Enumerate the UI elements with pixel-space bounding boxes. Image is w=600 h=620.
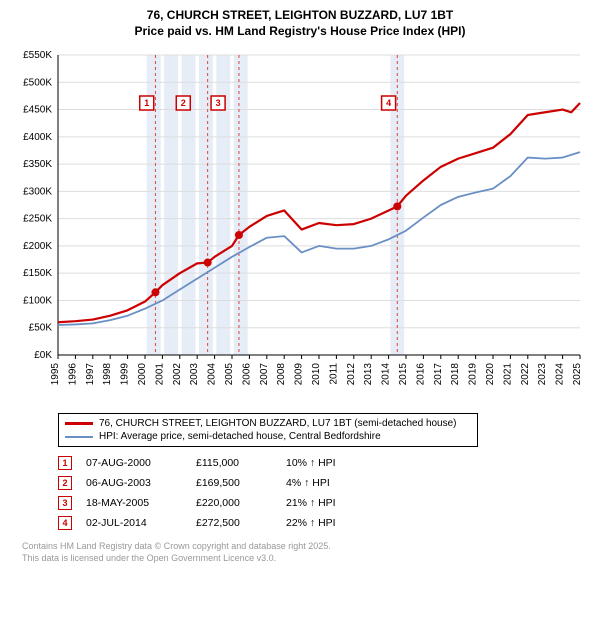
page-title-2: Price paid vs. HM Land Registry's House … bbox=[10, 24, 590, 40]
svg-text:2008: 2008 bbox=[276, 363, 287, 386]
svg-text:2005: 2005 bbox=[224, 363, 235, 386]
svg-text:£400K: £400K bbox=[23, 132, 52, 143]
marker-pct: 4% ↑ HPI bbox=[286, 477, 376, 489]
svg-text:2000: 2000 bbox=[137, 363, 148, 386]
legend-label: HPI: Average price, semi-detached house,… bbox=[99, 431, 381, 442]
svg-text:2023: 2023 bbox=[537, 363, 548, 386]
marker-number-box: 4 bbox=[58, 516, 72, 530]
svg-text:2006: 2006 bbox=[241, 363, 252, 386]
svg-text:3: 3 bbox=[216, 98, 221, 108]
svg-text:2007: 2007 bbox=[259, 363, 270, 386]
chart-svg: £0K £50K £100K £150K £200K £250K £300K £350K £40… bbox=[10, 45, 590, 405]
svg-text:2021: 2021 bbox=[502, 363, 513, 386]
svg-text:1996: 1996 bbox=[67, 363, 78, 386]
footer: Contains HM Land Registry data © Crown c… bbox=[22, 541, 590, 564]
legend-row: 76, CHURCH STREET, LEIGHTON BUZZARD, LU7… bbox=[65, 417, 471, 430]
svg-text:2013: 2013 bbox=[363, 363, 374, 386]
legend: 76, CHURCH STREET, LEIGHTON BUZZARD, LU7… bbox=[58, 413, 478, 447]
legend-swatch bbox=[65, 422, 93, 425]
svg-text:£200K: £200K bbox=[23, 241, 52, 252]
price-chart: £0K £50K £100K £150K £200K £250K £300K £350K £40… bbox=[10, 45, 590, 405]
svg-text:2014: 2014 bbox=[381, 363, 392, 386]
svg-text:4: 4 bbox=[386, 98, 391, 108]
svg-text:£50K: £50K bbox=[29, 323, 53, 334]
legend-swatch bbox=[65, 436, 93, 438]
marker-date: 18-MAY-2005 bbox=[86, 497, 196, 509]
svg-text:2016: 2016 bbox=[415, 363, 426, 386]
svg-text:2012: 2012 bbox=[346, 363, 357, 386]
svg-text:2015: 2015 bbox=[398, 363, 409, 386]
marker-price: £272,500 bbox=[196, 517, 286, 529]
svg-text:£550K: £550K bbox=[23, 50, 52, 61]
svg-text:2022: 2022 bbox=[520, 363, 531, 386]
svg-text:2017: 2017 bbox=[433, 363, 444, 386]
svg-text:2009: 2009 bbox=[294, 363, 305, 386]
svg-text:1997: 1997 bbox=[85, 363, 96, 386]
svg-text:2025: 2025 bbox=[572, 363, 583, 386]
svg-text:2020: 2020 bbox=[485, 363, 496, 386]
svg-text:2: 2 bbox=[181, 98, 186, 108]
marker-number-box: 2 bbox=[58, 476, 72, 490]
svg-text:£500K: £500K bbox=[23, 77, 52, 88]
marker-pct: 21% ↑ HPI bbox=[286, 497, 376, 509]
svg-text:1: 1 bbox=[144, 98, 149, 108]
marker-date: 06-AUG-2003 bbox=[86, 477, 196, 489]
svg-text:1998: 1998 bbox=[102, 363, 113, 386]
svg-text:£350K: £350K bbox=[23, 159, 52, 170]
marker-row: 1 07-AUG-2000£115,00010% ↑ HPI bbox=[58, 453, 590, 473]
svg-text:2019: 2019 bbox=[468, 363, 479, 386]
marker-number-box: 1 bbox=[58, 456, 72, 470]
svg-text:£450K: £450K bbox=[23, 105, 52, 116]
svg-text:2010: 2010 bbox=[311, 363, 322, 386]
svg-text:2003: 2003 bbox=[189, 363, 200, 386]
marker-date: 02-JUL-2014 bbox=[86, 517, 196, 529]
marker-price: £220,000 bbox=[196, 497, 286, 509]
marker-row: 4 02-JUL-2014£272,50022% ↑ HPI bbox=[58, 513, 590, 533]
svg-text:£0K: £0K bbox=[34, 350, 52, 361]
svg-text:1999: 1999 bbox=[120, 363, 131, 386]
marker-table: 1 07-AUG-2000£115,00010% ↑ HPI 2 06-AUG-200… bbox=[58, 453, 590, 533]
marker-row: 2 06-AUG-2003£169,5004% ↑ HPI bbox=[58, 473, 590, 493]
marker-row: 3 18-MAY-2005£220,00021% ↑ HPI bbox=[58, 493, 590, 513]
svg-text:2024: 2024 bbox=[555, 363, 566, 386]
svg-text:£150K: £150K bbox=[23, 268, 52, 279]
svg-text:2018: 2018 bbox=[450, 363, 461, 386]
legend-label: 76, CHURCH STREET, LEIGHTON BUZZARD, LU7… bbox=[99, 418, 457, 429]
svg-text:1995: 1995 bbox=[50, 363, 61, 386]
marker-price: £115,000 bbox=[196, 457, 286, 469]
svg-text:2002: 2002 bbox=[172, 363, 183, 386]
footer-line-1: Contains HM Land Registry data © Crown c… bbox=[22, 541, 590, 553]
svg-text:2001: 2001 bbox=[154, 363, 165, 386]
svg-text:2011: 2011 bbox=[328, 363, 339, 385]
marker-price: £169,500 bbox=[196, 477, 286, 489]
svg-text:£100K: £100K bbox=[23, 296, 52, 307]
svg-text:£250K: £250K bbox=[23, 214, 52, 225]
marker-date: 07-AUG-2000 bbox=[86, 457, 196, 469]
marker-pct: 10% ↑ HPI bbox=[286, 457, 376, 469]
svg-text:2004: 2004 bbox=[207, 363, 218, 386]
marker-pct: 22% ↑ HPI bbox=[286, 517, 376, 529]
page-title-1: 76, CHURCH STREET, LEIGHTON BUZZARD, LU7… bbox=[10, 8, 590, 24]
legend-row: HPI: Average price, semi-detached house,… bbox=[65, 430, 471, 443]
marker-number-box: 3 bbox=[58, 496, 72, 510]
footer-line-2: This data is licensed under the Open Gov… bbox=[22, 553, 590, 565]
svg-text:£300K: £300K bbox=[23, 187, 52, 198]
